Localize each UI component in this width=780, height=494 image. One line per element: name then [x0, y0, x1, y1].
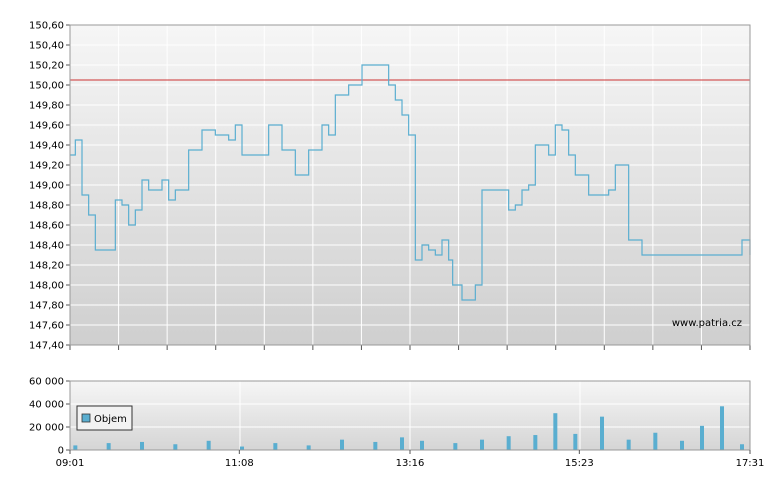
price-y-tick-label: 148,60 — [29, 221, 64, 232]
volume-y-tick-label: 20 000 — [29, 423, 64, 434]
price-y-tick-label: 148,80 — [29, 201, 64, 212]
price-line — [70, 64, 751, 301]
x-tick-label: 15:23 — [565, 458, 594, 469]
volume-bar — [533, 435, 538, 450]
legend-label: Objem — [94, 414, 127, 425]
x-tick-label: 17:31 — [736, 458, 765, 469]
volume-y-axis-labels: 60 000 40 000 20 000 0 — [29, 377, 64, 457]
volume-bar — [340, 439, 344, 450]
volume-y-tick-label: 40 000 — [29, 400, 64, 411]
volume-bar — [653, 432, 658, 450]
legend-swatch — [81, 413, 91, 423]
price-y-tick-label: 150,40 — [29, 41, 64, 52]
price-y-tick-label: 150,60 — [29, 21, 64, 32]
volume-y-tick-label: 0 — [58, 446, 64, 457]
x-tick-label: 11:08 — [225, 458, 254, 469]
price-y-tick-label: 148,00 — [29, 281, 64, 292]
price-y-tick-label: 147,60 — [29, 321, 64, 332]
volume-bar — [73, 445, 78, 450]
price-y-tick-label: 150,00 — [29, 81, 64, 92]
price-plot-border — [69, 24, 751, 346]
volume-bar — [306, 445, 311, 450]
price-y-tick-label: 149,80 — [29, 101, 64, 112]
volume-bar — [600, 416, 604, 450]
price-y-tick-label: 148,20 — [29, 261, 64, 272]
volume-bar — [273, 443, 278, 450]
price-y-tick-label: 149,20 — [29, 161, 64, 172]
volume-bars — [73, 406, 744, 450]
volume-bar — [680, 440, 684, 450]
volume-bar — [506, 436, 511, 450]
volume-bar — [140, 441, 144, 450]
volume-bar — [240, 446, 244, 450]
volume-y-tick-label: 60 000 — [29, 377, 64, 388]
volume-bar — [553, 413, 558, 450]
volume-bar — [420, 440, 424, 450]
volume-bar — [573, 433, 578, 450]
price-y-tick-label: 150,20 — [29, 61, 64, 72]
x-tick-label: 09:01 — [56, 458, 85, 469]
volume-bar — [106, 443, 111, 450]
volume-bar — [480, 439, 484, 450]
volume-legend: Objem — [76, 405, 133, 431]
volume-bar — [453, 443, 458, 450]
volume-bar — [206, 440, 211, 450]
x-tick-label: 13:16 — [396, 458, 425, 469]
price-y-tick-label: 147,80 — [29, 301, 64, 312]
price-y-tick-label: 149,00 — [29, 181, 64, 192]
volume-bar — [173, 444, 178, 450]
watermark: www.patria.cz — [672, 318, 742, 329]
x-axis-labels: 09:01 11:08 13:16 15:23 17:31 — [56, 450, 765, 469]
volume-bar — [373, 441, 378, 450]
volume-bar — [626, 439, 631, 450]
volume-bar — [720, 406, 724, 450]
volume-bar — [400, 437, 404, 450]
price-y-tick-label: 147,40 — [29, 341, 64, 352]
price-y-tick-label: 149,60 — [29, 121, 64, 132]
price-series-line — [70, 64, 751, 301]
price-y-axis-labels: 150,60 150,40 150,20 150,00 149,80 149,60 149,… — [29, 21, 64, 352]
volume-bar — [740, 444, 744, 450]
volume-bar — [700, 425, 704, 450]
price-y-tick-label: 148,40 — [29, 241, 64, 252]
price-y-tick-label: 149,40 — [29, 141, 64, 152]
